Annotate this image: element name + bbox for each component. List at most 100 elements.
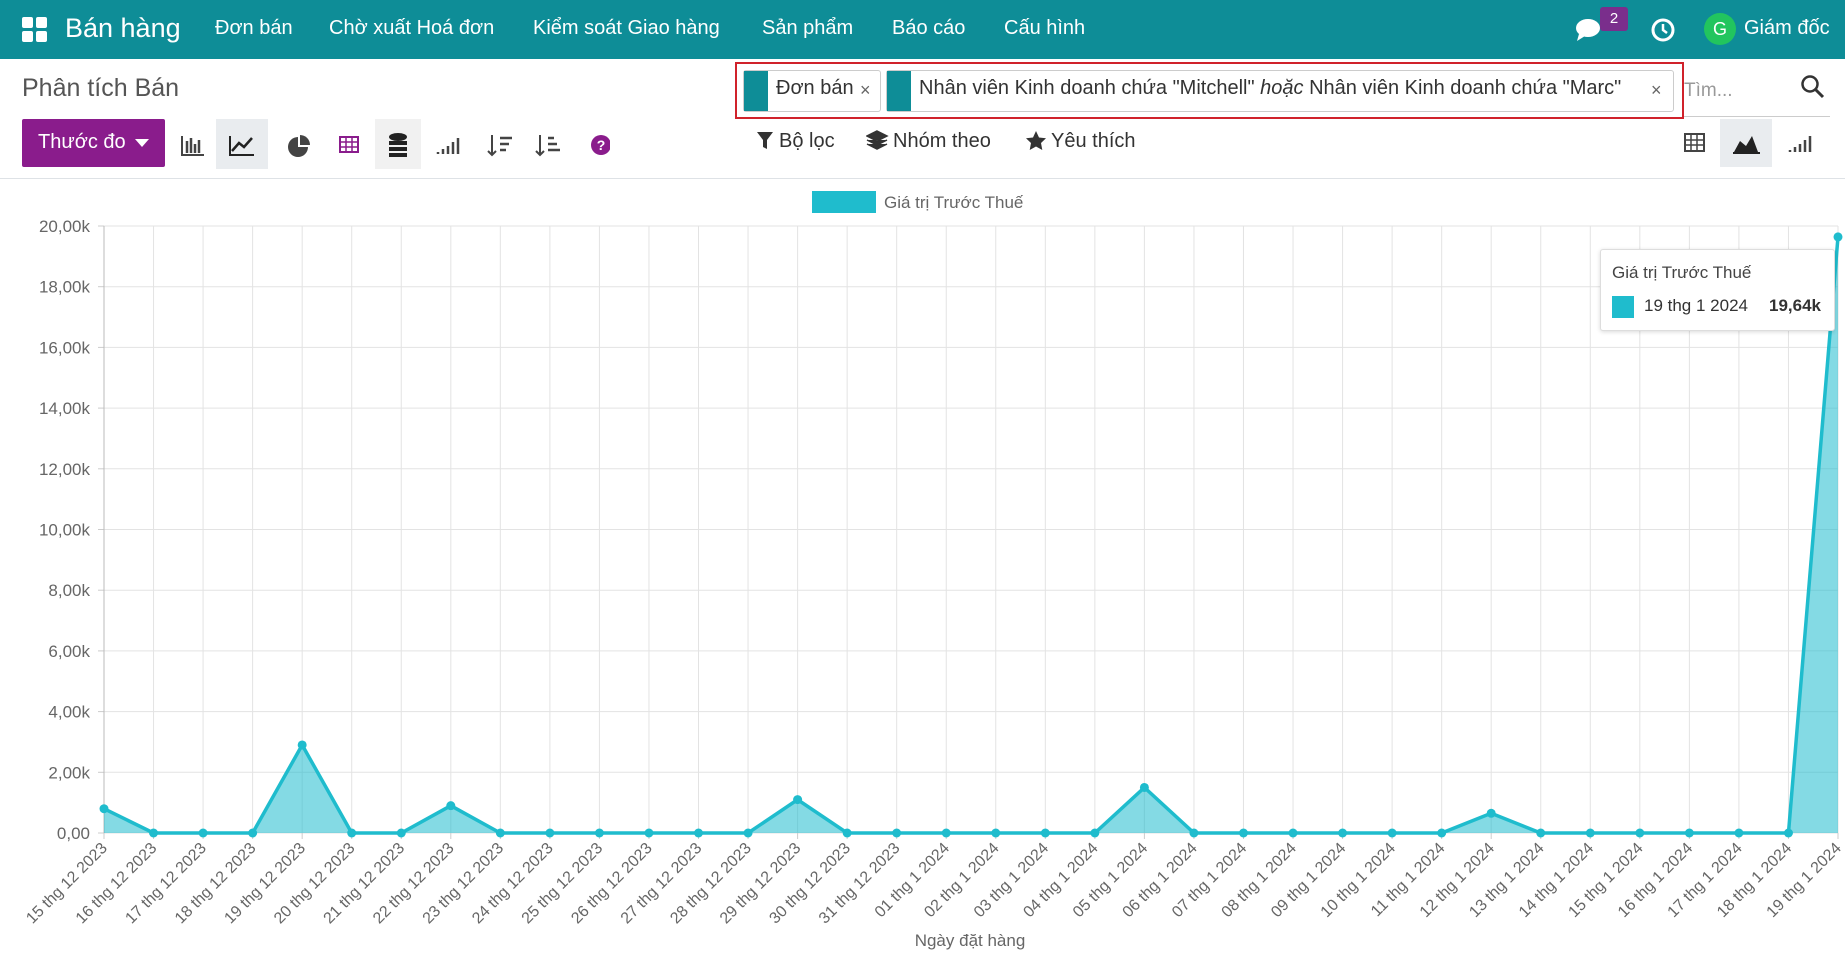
point: [1139, 782, 1149, 792]
help-button[interactable]: ?: [591, 135, 610, 155]
point: [1090, 828, 1100, 838]
y-tick-label: 0,00: [57, 824, 90, 843]
notification-badge: 2: [1600, 7, 1628, 31]
point: [694, 828, 704, 838]
point: [594, 828, 604, 838]
page-title: Phân tích Bán: [22, 74, 180, 102]
y-tick-label: 8,00k: [48, 581, 90, 600]
facet-icon: [887, 71, 911, 111]
y-tick-label: 20,00k: [39, 217, 91, 236]
facet[interactable]: Nhân viên Kinh doanh chứa "Mitchell" hoặ…: [886, 70, 1674, 112]
y-tick-label: 14,00k: [39, 399, 91, 418]
point: [446, 801, 456, 811]
point: [1486, 808, 1496, 818]
point: [892, 828, 902, 838]
sort-desc-button[interactable]: [487, 135, 512, 157]
tooltip-category: 19 thg 1 2024: [1644, 296, 1748, 315]
pie-chart-button[interactable]: [288, 135, 310, 157]
app-name[interactable]: Bán hàng: [65, 13, 181, 43]
stacked-button[interactable]: [375, 119, 421, 169]
facet-remove[interactable]: ×: [1651, 80, 1662, 100]
point: [842, 828, 852, 838]
divider: [0, 178, 1845, 179]
cumulative-button[interactable]: [436, 138, 460, 154]
point: [1437, 828, 1447, 838]
y-tick-label: 2,00k: [48, 763, 90, 782]
point: [495, 828, 505, 838]
menu-item[interactable]: Cấu hình: [1004, 17, 1086, 39]
point: [99, 804, 109, 814]
chart: Ngày đặt hàng 0,00 2,00k 4,00k 6,00k 8,00k 10…: [23, 191, 1845, 950]
measure-button[interactable]: Thước đo: [22, 119, 165, 167]
search-icon[interactable]: [1800, 74, 1826, 100]
navbar: Bán hàng Đơn bán Chờ xuất Hoá đơn Kiểm s…: [0, 0, 1845, 59]
tooltip-value: 19,64k: [1769, 296, 1821, 315]
point: [1635, 828, 1645, 838]
point: [644, 828, 654, 838]
legend-swatch: [812, 191, 876, 213]
search-input[interactable]: Tìm...: [1684, 80, 1733, 101]
y-tick-label: 12,00k: [39, 460, 91, 479]
point: [1833, 232, 1843, 242]
chat-icon[interactable]: [1574, 17, 1604, 43]
facet-text: Nhân viên Kinh doanh chứa "Mitchell" hoặ…: [919, 77, 1621, 100]
point: [347, 828, 357, 838]
point: [1238, 828, 1248, 838]
search-highlight: [735, 62, 1684, 119]
view-switcher: [1684, 119, 1812, 167]
menu-item[interactable]: Đơn bán: [215, 17, 293, 39]
facet-remove[interactable]: ×: [860, 80, 871, 100]
favorites-menu[interactable]: Yêu thích: [1051, 130, 1136, 152]
y-tick-label: 6,00k: [48, 642, 90, 661]
tooltip-swatch: [1612, 296, 1634, 318]
point: [1536, 828, 1546, 838]
caret: [135, 139, 149, 147]
x-axis-label: Ngày đặt hàng: [915, 931, 1026, 950]
point: [1684, 828, 1694, 838]
cohort-view-button[interactable]: [1788, 136, 1812, 152]
point: [1040, 828, 1050, 838]
tooltip-title: Giá trị Trước Thuế: [1612, 263, 1752, 282]
point: [991, 828, 1001, 838]
point: [941, 828, 951, 838]
view-toolbar: ?: [181, 119, 610, 169]
bar-chart-button[interactable]: [181, 136, 204, 156]
groupby-menu[interactable]: Nhóm theo: [893, 130, 991, 152]
y-tick-label: 18,00k: [39, 278, 91, 297]
filter-icon: [757, 132, 773, 149]
pivot-view-button[interactable]: [1684, 133, 1705, 152]
point: [545, 828, 555, 838]
point: [248, 828, 258, 838]
measure-label: Thước đo: [38, 131, 126, 153]
point: [1288, 828, 1298, 838]
app-icon[interactable]: [22, 17, 48, 43]
point: [396, 828, 406, 838]
svg-text:?: ?: [597, 137, 606, 153]
avatar[interactable]: G: [1704, 13, 1736, 45]
point: [1585, 828, 1595, 838]
pivot-button[interactable]: [339, 136, 359, 153]
facet-part: Nhân viên Kinh doanh chứa "Marc": [1309, 77, 1622, 99]
point: [1338, 828, 1348, 838]
menu-item[interactable]: Sản phẩm: [762, 17, 854, 39]
filter-menu[interactable]: Bộ lọc: [779, 130, 835, 152]
menu-item[interactable]: Kiểm soát Giao hàng: [533, 17, 720, 39]
line-chart-button[interactable]: [216, 119, 268, 169]
group-icon: [866, 130, 889, 150]
point: [1189, 828, 1199, 838]
menu-item[interactable]: Báo cáo: [892, 17, 966, 39]
tooltip: Giá trị Trước Thuế 19 thg 1 2024 19,64k: [1600, 249, 1835, 331]
sort-asc-button[interactable]: [535, 135, 560, 157]
menu-item[interactable]: Chờ xuất Hoá đơn: [329, 17, 495, 39]
facet-text: Đơn bán: [776, 77, 854, 99]
point: [1783, 828, 1793, 838]
graph-view-button[interactable]: [1720, 119, 1772, 167]
facet[interactable]: Đơn bán ×: [743, 70, 881, 112]
point: [793, 795, 803, 805]
line: [103, 236, 1840, 835]
facet-icon: [744, 71, 768, 111]
user-name[interactable]: Giám đốc: [1744, 17, 1830, 39]
y-tick-label: 4,00k: [48, 703, 90, 722]
activity-icon[interactable]: [1649, 16, 1677, 44]
